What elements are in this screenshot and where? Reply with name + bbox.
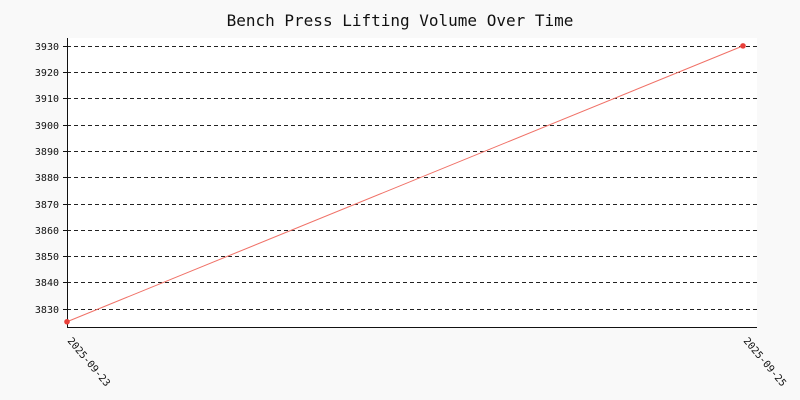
y-tick-label: 3930 (35, 42, 59, 53)
y-tick-label: 3870 (35, 200, 59, 211)
series-line (66, 45, 744, 323)
x-tick-label: 2025-09-23 (65, 336, 112, 389)
x-axis-ticks: 2025-09-23 2025-09-25 (65, 336, 788, 389)
plot-area (67, 38, 757, 327)
grid-lines (67, 46, 757, 310)
y-tick-label: 3880 (35, 173, 59, 184)
series-layer (64, 43, 746, 325)
y-tick-label: 3830 (35, 305, 59, 316)
y-tick-label: 3860 (35, 226, 59, 237)
data-point (64, 318, 70, 325)
axes (67, 38, 757, 328)
y-tick-label: 3910 (35, 94, 59, 105)
y-tick-label: 3890 (35, 147, 59, 158)
x-tick-label: 2025-09-25 (741, 336, 788, 389)
chart-title: Bench Press Lifting Volume Over Time (227, 11, 574, 30)
y-tick-label: 3920 (35, 68, 59, 79)
y-tick-label: 3840 (35, 278, 59, 289)
y-tick-label: 3900 (35, 121, 59, 132)
y-axis-ticks: 3830 3840 3850 3860 3870 3880 3890 3900 3910 3920… (35, 42, 67, 316)
data-point (740, 43, 746, 49)
y-tick-label: 3850 (35, 252, 59, 263)
